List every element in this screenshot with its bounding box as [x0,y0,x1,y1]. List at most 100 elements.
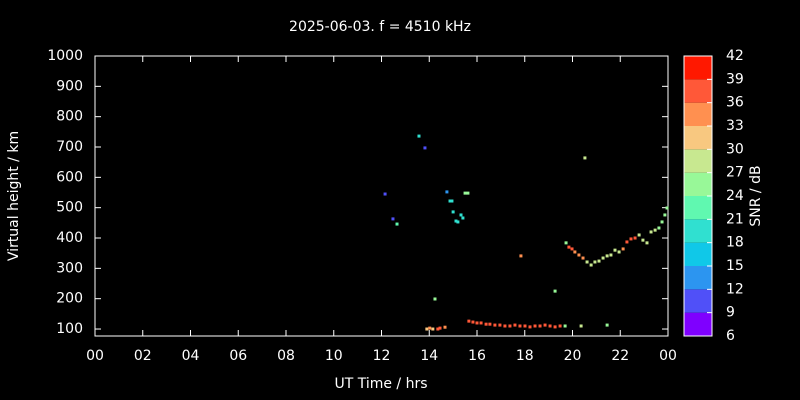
x-tick-label: 12 [373,348,391,364]
colorbar-band [684,196,712,220]
point [583,156,587,160]
point [498,323,502,327]
point [518,324,522,328]
point [493,323,497,327]
point [645,241,649,245]
colorbar-tick-label: 21 [726,211,744,227]
point [553,325,557,329]
x-tick-label: 14 [420,348,438,364]
point [450,199,454,203]
y-axis-label: Virtual height / km [6,131,22,261]
point [467,319,471,323]
point [581,256,585,260]
point [613,248,617,252]
point [593,260,597,264]
point [553,289,557,293]
point [605,254,609,258]
point [466,191,470,195]
colorbar-tick-label: 30 [726,141,744,157]
point [629,237,633,241]
x-tick-label: 04 [182,348,200,364]
x-tick-label: 00 [86,348,104,364]
point [417,134,421,138]
point [564,241,568,245]
point [558,324,562,328]
x-tick-label: 00 [659,348,677,364]
colorbar-band [684,102,712,126]
point [660,220,664,224]
point [443,325,447,329]
point [523,324,527,328]
point [637,233,641,237]
point [621,247,625,251]
point [454,219,458,223]
point [528,325,532,329]
colorbar-tick-label: 12 [726,281,744,297]
point [543,323,547,327]
y-tick-label: 100 [56,321,83,337]
point [573,250,577,254]
point [519,254,523,258]
y-tick-label: 500 [56,200,83,216]
x-tick-label: 16 [468,348,486,364]
point [538,324,542,328]
point [451,210,455,214]
x-tick-label: 08 [277,348,295,364]
colorbar-tick-label: 36 [726,95,744,111]
point [567,245,571,249]
colorbar-tick-label: 15 [726,258,744,274]
point [425,327,429,331]
point [471,320,475,324]
point [577,253,581,257]
y-tick-label: 200 [56,291,83,307]
y-tick-label: 600 [56,169,83,185]
chart-title: 2025-06-03. f = 4510 kHz [289,19,471,35]
colorbar-band [684,149,712,173]
colorbar-band [684,266,712,290]
colorbar-band [684,219,712,243]
point [438,326,442,330]
colorbar-tick-label: 33 [726,118,744,134]
point [625,240,629,244]
point [463,191,467,195]
point [484,322,488,326]
point [605,323,609,327]
colorbar-band [684,56,712,80]
point [456,220,460,224]
x-tick-label: 22 [611,348,629,364]
point [641,238,645,242]
point [601,256,605,260]
point [383,192,387,196]
point [513,323,517,327]
y-tick-label: 300 [56,260,83,276]
point [617,250,621,254]
y-tick-label: 400 [56,230,83,246]
x-tick-label: 18 [516,348,534,364]
point [503,324,507,328]
point [391,217,395,221]
point [609,253,613,257]
point [548,324,552,328]
point [663,213,667,217]
point [479,321,483,325]
y-tick-label: 1000 [47,48,83,64]
colorbar-tick-label: 18 [726,235,744,251]
point [475,321,479,325]
y-tick-label: 800 [56,109,83,125]
colorbar-label: SNR / dB [748,165,764,226]
colorbar-band [684,126,712,150]
point [589,263,593,267]
point [433,297,437,301]
x-tick-label: 06 [229,348,247,364]
y-tick-label: 700 [56,139,83,155]
colorbar-band [684,242,712,266]
x-tick-label: 20 [564,348,582,364]
colorbar-band [684,312,712,336]
colorbar-tick-label: 6 [726,328,735,344]
point [665,206,669,210]
point [448,199,452,203]
colorbar-band [684,172,712,196]
point [533,324,537,328]
point [649,230,653,234]
